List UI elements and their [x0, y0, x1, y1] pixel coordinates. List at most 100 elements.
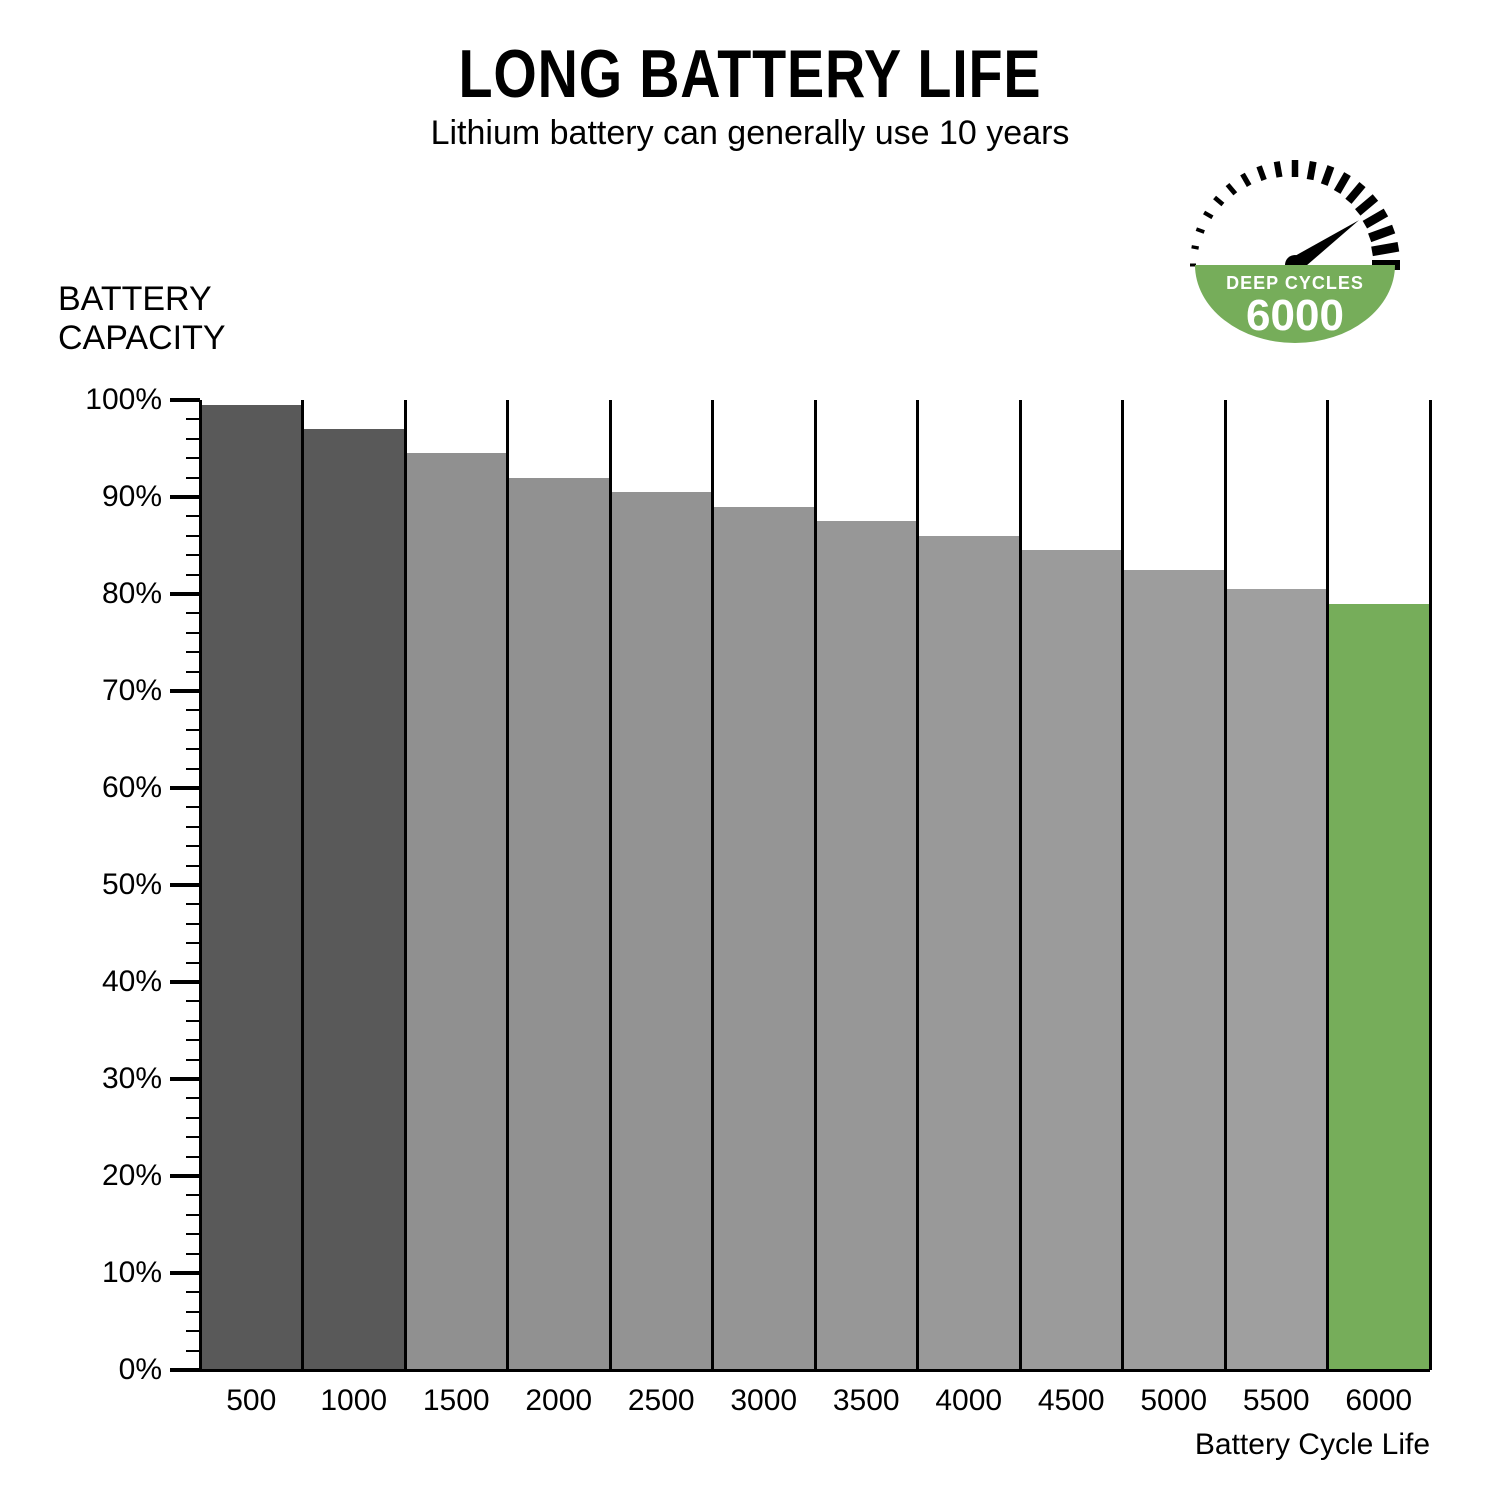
ytick-minor	[186, 1214, 200, 1216]
ytick-minor	[186, 1117, 200, 1119]
xtick-label: 1500	[423, 1384, 490, 1418]
ytick-minor	[186, 826, 200, 828]
ytick-minor	[186, 1330, 200, 1332]
ytick-minor	[186, 942, 200, 944]
xtick-label: 5000	[1140, 1384, 1207, 1418]
gauge-icon: DEEP CYCLES 6000	[1180, 150, 1410, 380]
chart-bar	[918, 536, 1021, 1370]
chart-bar	[405, 453, 508, 1370]
ytick-minor	[186, 1291, 200, 1293]
ytick-minor	[186, 1000, 200, 1002]
bar-divider	[711, 400, 714, 1370]
bar-divider	[609, 400, 612, 1370]
chart-bar	[200, 405, 303, 1370]
xtick-label: 2500	[628, 1384, 695, 1418]
bar-divider	[916, 400, 919, 1370]
xtick-label: 500	[226, 1384, 276, 1418]
ytick-minor	[186, 457, 200, 459]
ytick-minor	[186, 1194, 200, 1196]
ytick-minor	[186, 1020, 200, 1022]
x-axis-line	[200, 1369, 1430, 1372]
ytick-minor	[186, 709, 200, 711]
xtick-label: 5500	[1243, 1384, 1310, 1418]
chart-bar	[303, 429, 406, 1370]
ytick-minor	[186, 554, 200, 556]
bar-divider	[814, 400, 817, 1370]
bar-divider	[301, 400, 304, 1370]
ytick-major	[170, 592, 200, 596]
ytick-minor	[186, 729, 200, 731]
ytick-minor	[186, 515, 200, 517]
ytick-minor	[186, 962, 200, 964]
infographic-root: LONG BATTERY LIFE Lithium battery can ge…	[0, 0, 1500, 1500]
chart-bar	[815, 521, 918, 1370]
ytick-minor	[186, 1039, 200, 1041]
chart-bar	[508, 478, 611, 1370]
ytick-major	[170, 1174, 200, 1178]
ytick-minor	[186, 923, 200, 925]
subtitle: Lithium battery can generally use 10 yea…	[0, 114, 1500, 153]
ytick-minor	[186, 1156, 200, 1158]
ytick-label: 60%	[52, 771, 162, 805]
chart-bar	[713, 507, 816, 1370]
battery-capacity-chart: 0%10%20%30%40%50%60%70%80%90%100%5001000…	[200, 400, 1430, 1370]
ytick-minor	[186, 1136, 200, 1138]
chart-bar	[610, 492, 713, 1370]
ytick-label: 40%	[52, 965, 162, 999]
bar-divider	[1326, 400, 1329, 1370]
bar-divider	[1429, 400, 1432, 1370]
ytick-minor	[186, 632, 200, 634]
xtick-label: 4000	[935, 1384, 1002, 1418]
chart-bar	[1225, 589, 1328, 1370]
ytick-minor	[186, 651, 200, 653]
chart-bar	[1328, 604, 1431, 1370]
ytick-major	[170, 980, 200, 984]
ytick-label: 10%	[52, 1256, 162, 1290]
ytick-minor	[186, 438, 200, 440]
ytick-major	[170, 398, 200, 402]
ytick-major	[170, 495, 200, 499]
ytick-minor	[186, 535, 200, 537]
ytick-minor	[186, 806, 200, 808]
ytick-label: 70%	[52, 674, 162, 708]
ytick-minor	[186, 845, 200, 847]
ytick-label: 100%	[52, 383, 162, 417]
ytick-minor	[186, 671, 200, 673]
ytick-minor	[186, 612, 200, 614]
plot-area: 0%10%20%30%40%50%60%70%80%90%100%5001000…	[200, 400, 1430, 1370]
chart-bar	[1123, 570, 1226, 1370]
xtick-label: 1000	[320, 1384, 387, 1418]
ytick-minor	[186, 1097, 200, 1099]
ytick-major	[170, 689, 200, 693]
ytick-major	[170, 1368, 200, 1372]
ytick-minor	[186, 1311, 200, 1313]
ytick-minor	[186, 1350, 200, 1352]
yaxis-title-line2: CAPACITY	[58, 319, 226, 357]
chart-bar	[1020, 550, 1123, 1370]
ytick-minor	[186, 574, 200, 576]
ytick-label: 80%	[52, 577, 162, 611]
ytick-label: 30%	[52, 1062, 162, 1096]
ytick-minor	[186, 477, 200, 479]
bar-divider	[404, 400, 407, 1370]
ytick-label: 90%	[52, 480, 162, 514]
bar-divider	[506, 400, 509, 1370]
gauge-lower: DEEP CYCLES 6000	[1180, 265, 1410, 380]
xtick-label: 6000	[1345, 1384, 1412, 1418]
xaxis-title: Battery Cycle Life	[1195, 1428, 1430, 1462]
bar-divider	[1224, 400, 1227, 1370]
ytick-major	[170, 1077, 200, 1081]
ytick-major	[170, 786, 200, 790]
gauge-value: 6000	[1180, 294, 1410, 338]
bar-divider	[1019, 400, 1022, 1370]
ytick-major	[170, 1271, 200, 1275]
ytick-label: 20%	[52, 1159, 162, 1193]
ytick-minor	[186, 748, 200, 750]
yaxis-title: BATTERY CAPACITY	[58, 280, 226, 358]
ytick-minor	[186, 1233, 200, 1235]
yaxis-title-line1: BATTERY	[58, 280, 212, 318]
xtick-label: 3500	[833, 1384, 900, 1418]
ytick-minor	[186, 418, 200, 420]
bar-divider	[1121, 400, 1124, 1370]
title-block: LONG BATTERY LIFE Lithium battery can ge…	[0, 40, 1500, 153]
